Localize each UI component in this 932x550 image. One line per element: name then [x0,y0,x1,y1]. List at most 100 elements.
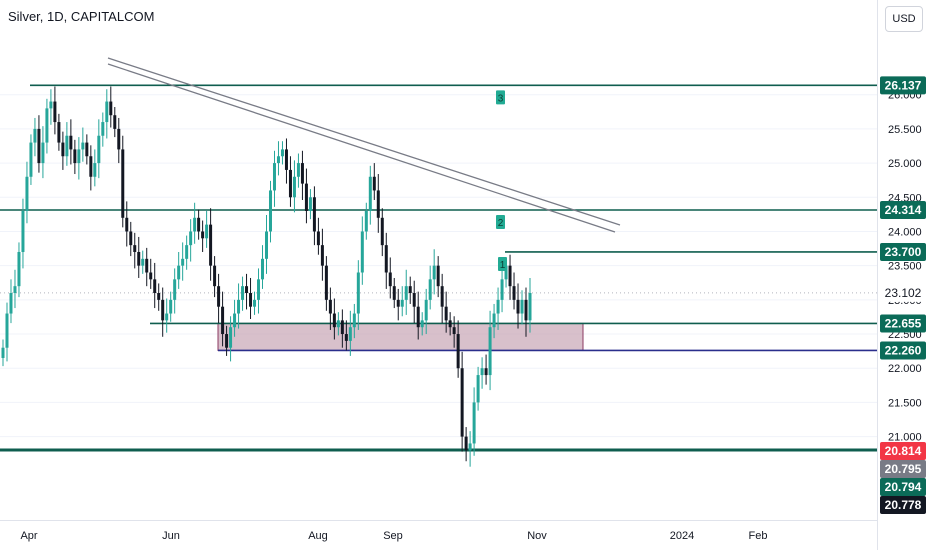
candle-body [93,163,97,177]
candle-body [233,313,237,328]
last-price-tag [880,283,926,302]
price-tag [880,76,926,95]
candle-body [300,163,304,184]
candle-body [292,176,296,198]
candle-body [129,231,133,246]
candle-body [61,142,65,157]
candle-body [149,272,153,280]
candle-body [408,286,412,294]
candle-body [29,142,33,177]
price-tag-label: 20.794 [885,480,922,494]
level-marker-label: 3 [498,93,504,104]
y-tick-label: 21.500 [888,397,922,409]
trendline [107,57,621,226]
candle-body [280,149,284,157]
candle-body [276,156,280,164]
candle-body [480,368,484,376]
candle-body [404,286,408,300]
candle-body [520,299,524,314]
candle-body [121,149,125,218]
candle-body [173,279,177,300]
candle-body [508,265,512,287]
x-tick-label: Apr [20,530,37,542]
candle-body [452,327,456,335]
candle-body [101,122,105,136]
candle-body [5,313,9,348]
y-tick-label: 22.000 [888,363,922,375]
candle-body [468,443,472,451]
candle-body [109,101,113,116]
candle-body [492,313,496,328]
price-tag-label: 22.260 [885,343,922,357]
price-tag-label: 20.778 [885,498,922,512]
candle-body [436,265,440,287]
time-axis-divider [0,520,877,521]
candle-body [360,231,364,273]
candle-body [201,231,205,239]
candle-body [69,135,73,150]
candle-body [249,293,253,307]
candle-body [376,190,380,218]
demand-zone [217,322,584,351]
price-tag [880,314,926,333]
candle-body [197,217,201,232]
x-tick-label: Jun [162,530,180,542]
candle-body [448,320,452,328]
candle-body [524,299,528,321]
candle-body [193,217,197,232]
candle-body [225,334,229,348]
level-marker [498,256,507,271]
candle-body [165,313,169,321]
candle-body [356,272,360,314]
candle-body [21,210,25,252]
candle-body [161,299,165,321]
currency-button[interactable]: USD [885,6,923,32]
candle-body [336,320,340,328]
x-tick-label: Feb [749,530,768,542]
price-tag-label: 20.795 [885,462,922,476]
candle-body [268,190,272,232]
price-tag [880,478,926,496]
price-tag [880,341,926,360]
level-marker-label: 1 [500,260,506,271]
candle-body [328,299,332,314]
candle-body [512,286,516,300]
candle-body [77,149,81,164]
last-price-label: 23.102 [885,286,922,300]
x-tick-label: Aug [308,530,328,542]
candle-body [464,436,468,451]
candle-body [324,265,328,300]
candle-body [97,135,101,164]
candle-body [53,101,57,123]
candle-body [372,176,376,191]
price-tag [880,496,926,514]
candle-body [237,299,241,314]
candle-body [73,149,77,164]
candle-body [484,368,488,376]
candle-body [85,142,89,157]
candle-body [348,327,352,341]
candle-body [37,128,41,164]
candle-body [49,101,53,109]
level-marker-label: 2 [498,218,504,229]
candle-body [296,163,300,177]
candle-body [500,279,504,300]
candle-body [416,306,420,328]
candle-body [400,299,404,307]
candle-body [440,286,444,307]
price-tag [880,442,926,460]
candle-body [221,306,225,335]
trendline [107,63,616,233]
candle-body [141,258,145,266]
candle-body [89,156,93,177]
x-tick-label: 2024 [670,530,694,542]
candle-body [113,115,117,129]
candle-body [145,258,149,273]
candle-body [209,224,213,266]
candle-body [456,334,460,369]
candle-body [380,217,384,246]
candle-body [308,197,312,211]
candle-body [125,217,129,232]
candle-body [444,306,448,321]
